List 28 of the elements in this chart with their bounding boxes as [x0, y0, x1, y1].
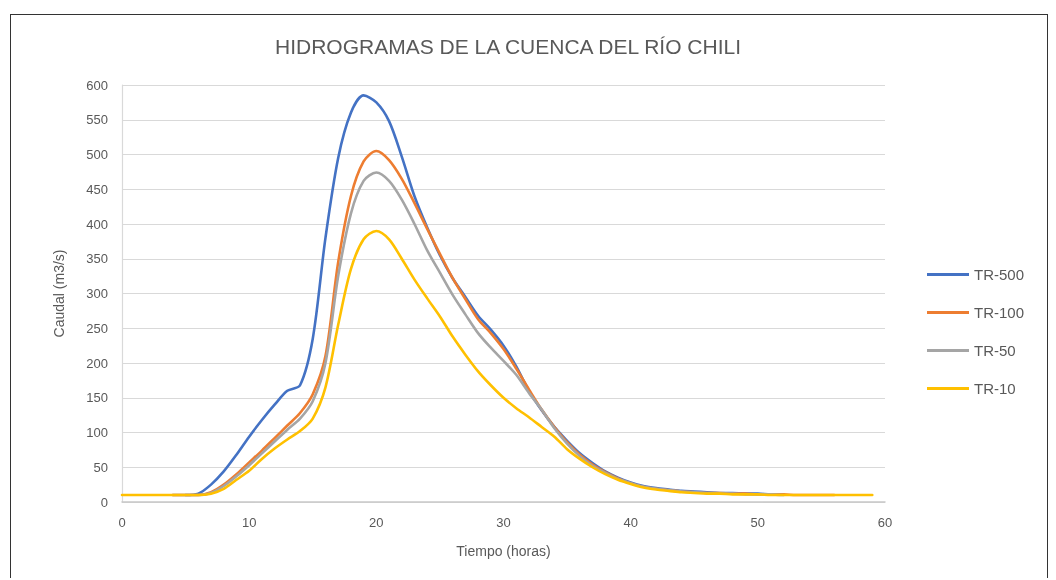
y-tick-label: 400 — [86, 216, 108, 232]
line-series — [120, 229, 874, 497]
x-tick-label: 20 — [369, 515, 384, 530]
y-tick-label: 200 — [86, 355, 108, 371]
legend-label: TR-50 — [974, 342, 1016, 359]
y-tick-label: 550 — [86, 112, 108, 128]
y-tick-label: 350 — [86, 251, 108, 267]
x-tick-label: 50 — [750, 515, 766, 530]
x-tick-label: 30 — [496, 515, 511, 530]
y-tick-label: 500 — [86, 147, 108, 162]
x-tick-label: 10 — [241, 515, 257, 530]
y-tick-label: 250 — [86, 320, 108, 336]
x-tick-label: 0 — [118, 515, 126, 530]
legend-label: TR-10 — [974, 380, 1016, 397]
chart-title: HIDROGRAMAS DE LA CUENCA DEL RÍO CHILI — [275, 35, 741, 58]
y-tick-label: 150 — [86, 390, 108, 406]
y-tick-label: 50 — [93, 459, 108, 475]
legend-label: TR-100 — [974, 304, 1025, 321]
x-tick-label: 40 — [623, 515, 638, 530]
x-tick-label: 60 — [877, 515, 893, 530]
y-tick-label: 100 — [86, 425, 108, 440]
legend-label: TR-500 — [974, 266, 1025, 283]
y-tick-label: 300 — [86, 286, 108, 301]
y-tick-label: 450 — [86, 181, 108, 197]
y-axis-title: Caudal (m3/s) — [51, 249, 67, 338]
y-tick-label: 0 — [100, 494, 108, 510]
x-axis-title: Tiempo (horas) — [456, 543, 551, 559]
y-tick-label: 600 — [86, 77, 108, 93]
